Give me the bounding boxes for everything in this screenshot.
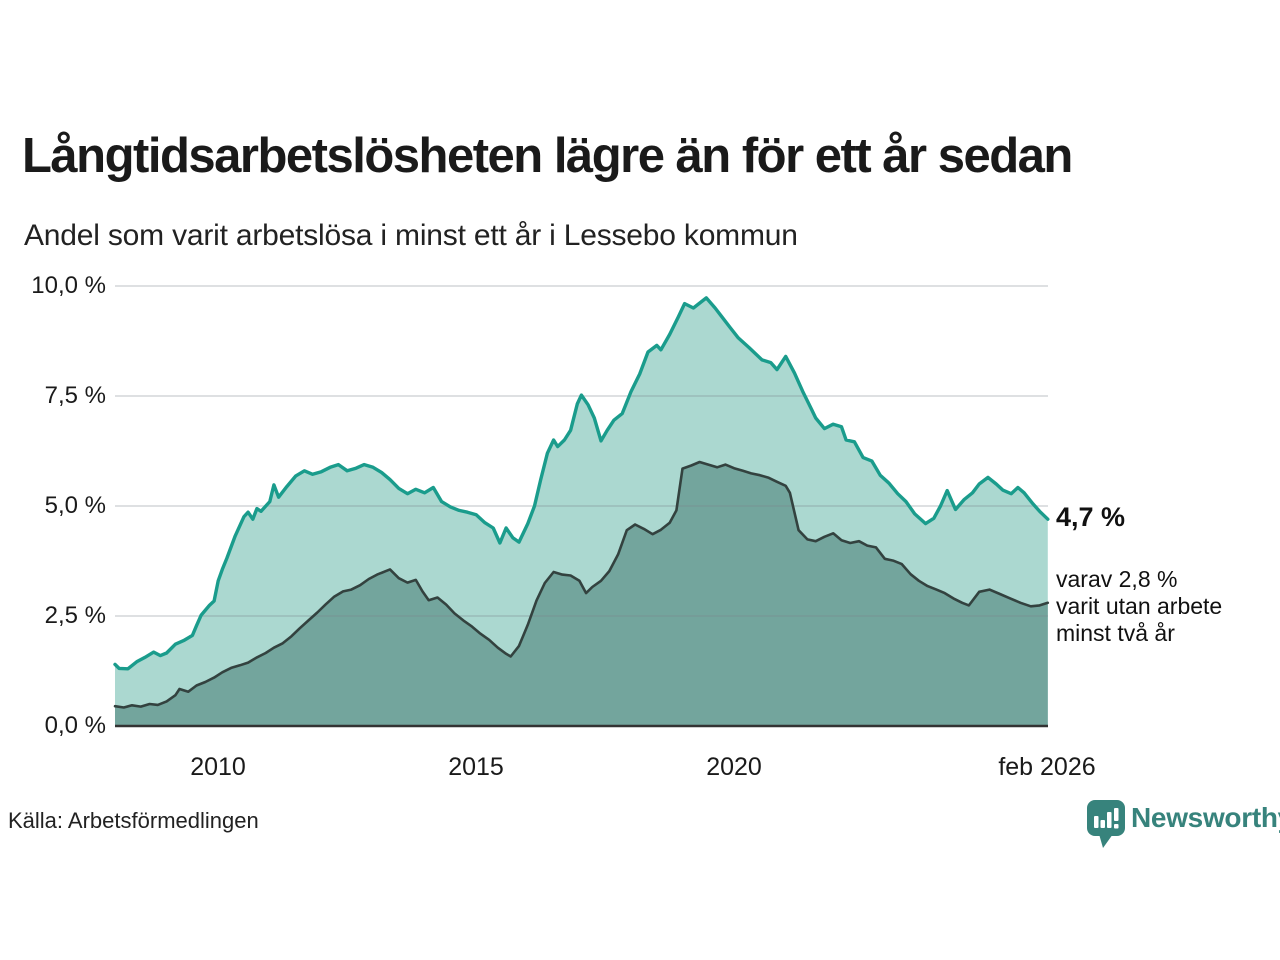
gridlines xyxy=(115,285,1048,617)
area-fills xyxy=(115,297,1048,726)
source-attribution: Källa: Arbetsförmedlingen xyxy=(8,808,259,833)
y-tick-label: 2,5 % xyxy=(44,602,106,629)
annotation-line: minst två år xyxy=(1056,620,1175,646)
annotation-line: varav 2,8 % xyxy=(1056,566,1178,592)
end-value-label-two-years: varav 2,8 % varit utan arbete minst två … xyxy=(1056,566,1222,647)
x-tick-label: 2010 xyxy=(190,753,246,781)
y-tick-label: 5,0 % xyxy=(44,492,106,519)
x-tick-label: 2015 xyxy=(448,753,504,781)
x-tick-label: feb 2026 xyxy=(998,753,1096,781)
area-fill-unemployed-two-years xyxy=(115,462,1048,726)
line-unemployed-one-year xyxy=(113,296,1050,671)
y-tick-label: 7,5 % xyxy=(44,382,106,409)
annotation-line: varit utan arbete xyxy=(1056,593,1223,619)
newsworthy-wordmark: Newsworthy xyxy=(1131,802,1280,833)
x-tick-label: 2020 xyxy=(706,753,762,781)
newsworthy-logo: Newsworthy xyxy=(1086,799,1280,849)
page-subtitle: Andel som varit arbetslösa i minst ett å… xyxy=(24,219,798,252)
line-unemployed-two-years xyxy=(113,460,1050,709)
y-tick-label: 10,0 % xyxy=(31,272,106,299)
page-title: Långtidsarbetslösheten lägre än för ett … xyxy=(22,129,1073,183)
end-value-label-one-year: 4,7 % xyxy=(1056,502,1126,532)
y-tick-label: 0,0 % xyxy=(44,712,106,739)
newsworthy-bubble-icon xyxy=(1087,800,1125,848)
series-lines xyxy=(113,296,1050,728)
